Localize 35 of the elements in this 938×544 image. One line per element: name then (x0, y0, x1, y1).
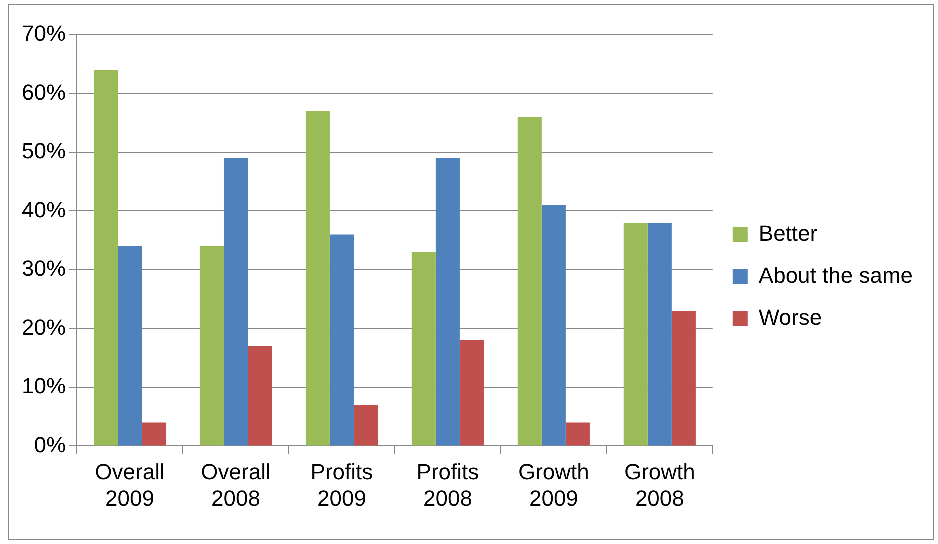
y-tick-label: 10% (22, 374, 66, 399)
bar (306, 111, 330, 446)
x-tick-label: Growth 2009 (518, 459, 590, 511)
bar (224, 158, 248, 446)
bar (624, 222, 648, 446)
bar (412, 252, 436, 446)
bar (118, 246, 142, 446)
y-tick-label: 60% (22, 80, 66, 105)
bar (94, 70, 118, 446)
bar (354, 405, 378, 446)
y-tick-label: 70% (22, 21, 66, 46)
bar (142, 422, 166, 446)
bar (518, 117, 542, 446)
x-tick-label: Profits 2008 (416, 459, 480, 511)
x-tick-label: Overall 2009 (95, 459, 165, 511)
x-tick-label: Growth 2008 (624, 459, 696, 511)
y-tick-label: 0% (34, 432, 66, 458)
bar (542, 205, 566, 446)
bar (248, 346, 272, 446)
bar (200, 246, 224, 446)
bar (672, 311, 696, 446)
bar (648, 222, 672, 446)
bar (330, 234, 354, 446)
y-tick-label: 20% (22, 314, 66, 340)
legend-label: Worse (758, 305, 822, 330)
bar (460, 340, 484, 446)
legend-label: Better (758, 221, 818, 246)
legend-label: About the same (758, 263, 914, 288)
bar (566, 422, 590, 446)
y-tick-label: 30% (22, 256, 66, 282)
y-tick-label: 40% (22, 197, 66, 222)
bar (436, 158, 460, 446)
y-tick-label: 50% (22, 138, 66, 164)
x-tick-label: Overall 2008 (201, 459, 271, 511)
x-tick-label: Profits 2009 (310, 459, 374, 511)
